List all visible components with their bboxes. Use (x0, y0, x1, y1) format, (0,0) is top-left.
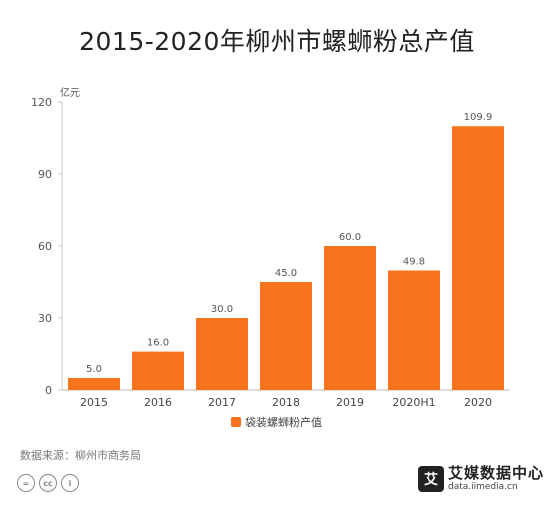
bar-2018 (260, 282, 312, 390)
data-label: 16.0 (147, 338, 169, 349)
brand-name: 艾媒数据中心 (447, 464, 544, 482)
x-tick-label: 2020H1 (392, 396, 435, 409)
y-axis-label: 亿元 (60, 86, 80, 99)
license-icons: = cc i (17, 474, 79, 492)
bar-2020H1 (388, 270, 440, 390)
person-icon: i (61, 474, 79, 492)
data-label: 49.8 (403, 256, 425, 267)
x-tick-label: 2019 (336, 396, 364, 409)
bar-2017 (196, 318, 248, 390)
x-tick-label: 2016 (144, 396, 172, 409)
legend-swatch (231, 417, 241, 427)
cc-icon: cc (39, 474, 57, 492)
chart-title: 2015-2020年柳州市螺蛳粉总产值 (79, 27, 475, 56)
x-tick-label: 2018 (272, 396, 300, 409)
y-tick-label: 120 (31, 96, 52, 109)
y-tick-label: 90 (38, 168, 52, 181)
bar-chart: 亿元 0 30 60 90 120 5.0 2015 16.0 2016 30.0 2017 45.0 2… (31, 86, 510, 429)
bar-2016 (132, 351, 184, 390)
brand: 艾 艾媒数据中心 data.iimedia.cn (417, 464, 544, 492)
y-tick-label: 60 (38, 240, 52, 253)
data-label: 30.0 (211, 304, 233, 315)
legend-label: 袋装螺蛳粉产值 (245, 415, 322, 429)
bar-2015 (68, 378, 120, 390)
equal-icon: = (17, 474, 35, 492)
y-tick-label: 0 (45, 384, 52, 397)
brand-url: data.iimedia.cn (447, 482, 518, 492)
data-label: 60.0 (339, 232, 361, 243)
bar-2019 (324, 246, 376, 390)
y-tick-label: 30 (38, 312, 52, 325)
data-label: 45.0 (275, 268, 297, 279)
data-label: 109.9 (464, 112, 493, 123)
data-label: 5.0 (86, 364, 102, 375)
x-tick-label: 2020 (464, 396, 492, 409)
brand-logo: 艾 (417, 466, 444, 492)
x-tick-label: 2015 (80, 396, 108, 409)
data-source: 数据来源：柳州市商务局 (20, 449, 141, 462)
bar-2020 (452, 126, 504, 391)
x-tick-label: 2017 (208, 396, 236, 409)
